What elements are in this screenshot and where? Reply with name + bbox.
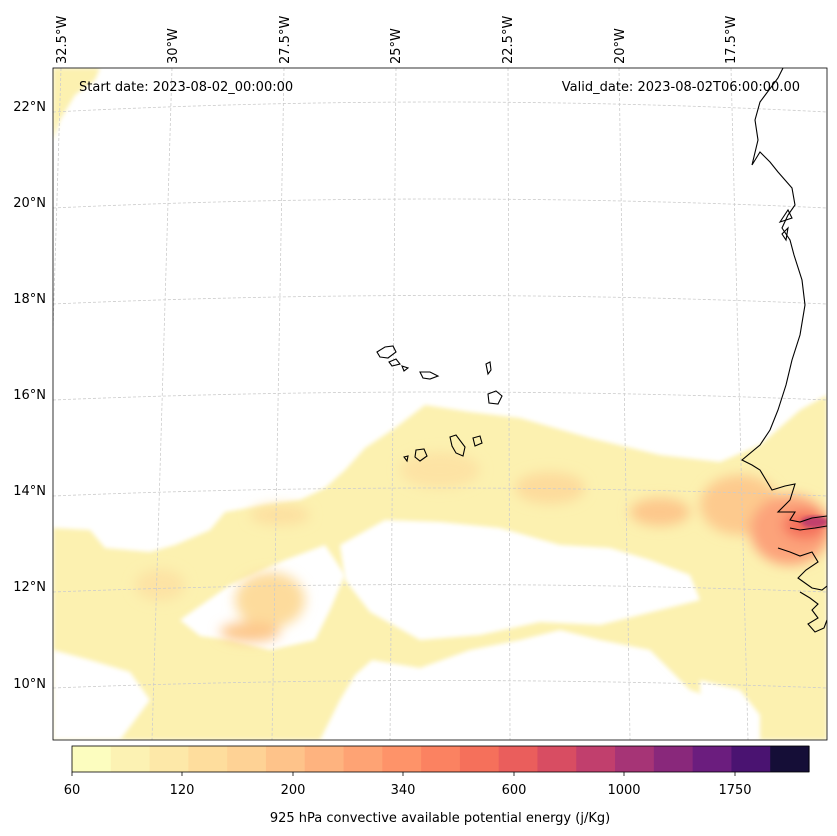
lon-label: 22.5°W — [501, 16, 516, 64]
lon-label: 30°W — [166, 28, 181, 64]
lat-label: 10°N — [13, 677, 46, 692]
valid-date-label: Valid_date: 2023-08-02T06:00:00.00 — [562, 80, 800, 95]
colorbar-label: 925 hPa convective available potential e… — [270, 811, 610, 826]
cape-region-corner — [53, 68, 100, 140]
colorbar-swatch — [227, 746, 267, 772]
bissagos-coast — [799, 591, 827, 633]
lat-labels: 22°N 20°N 18°N 16°N 14°N 12°N 10°N — [13, 100, 46, 692]
gap-southeast — [700, 680, 760, 740]
lat-label: 12°N — [13, 580, 46, 595]
colorbar-tick-label: 600 — [502, 783, 527, 798]
colorbar-tick-label: 340 — [391, 783, 416, 798]
colorbar-swatch — [382, 746, 422, 772]
colorbar-swatch — [110, 746, 151, 772]
colorbar-swatch — [653, 746, 694, 772]
colorbar — [72, 746, 810, 772]
guinea-coast — [777, 547, 827, 591]
gap-southwest — [53, 650, 150, 740]
start-date-label: Start date: 2023-08-02_00:00:00 — [79, 80, 293, 95]
lat-label: 14°N — [13, 484, 46, 499]
colorbar-swatch — [421, 746, 461, 772]
colorbar-swatch — [149, 746, 189, 772]
colorbar-swatch — [537, 746, 577, 772]
colorbar-ticks — [71, 772, 736, 776]
lat-label: 22°N — [13, 100, 46, 115]
gambia-coast — [789, 525, 827, 531]
gap-south — [360, 648, 640, 740]
colorbar-swatch — [459, 746, 500, 772]
colorbar-tick-label: 1750 — [718, 783, 751, 798]
colorbar-swatch — [770, 746, 810, 772]
lat-label: 20°N — [13, 196, 46, 211]
colorbar-swatch — [731, 746, 771, 772]
lon-label: 20°W — [613, 28, 628, 64]
colorbar-swatch — [304, 746, 345, 772]
lon-label: 32.5°W — [55, 16, 70, 64]
map-border — [52, 67, 828, 741]
gap-central — [340, 520, 700, 640]
gridlines — [52, 67, 828, 741]
colorbar-swatch — [576, 746, 616, 772]
lat-label: 16°N — [13, 388, 46, 403]
lon-label: 27.5°W — [278, 16, 293, 64]
africa-coast — [741, 68, 827, 523]
cape-verde-islands — [376, 345, 503, 463]
colorbar-tick-label: 120 — [170, 783, 195, 798]
colorbar-swatch — [615, 746, 655, 772]
colorbar-swatch — [343, 746, 383, 772]
cape-moderate — [135, 452, 827, 642]
cape-field — [53, 68, 827, 740]
colorbar-swatch — [72, 746, 112, 772]
colorbar-swatch — [692, 746, 733, 772]
colorbar-border — [71, 745, 810, 773]
colorbar-tick-label: 1000 — [607, 783, 640, 798]
colorbar-swatch — [265, 746, 306, 772]
colorbar-swatch — [188, 746, 228, 772]
colorbar-tick-label: 60 — [64, 783, 81, 798]
colorbar-tick-label: 200 — [281, 783, 306, 798]
lon-label: 25°W — [389, 28, 404, 64]
lat-label: 18°N — [13, 292, 46, 307]
colorbar-swatch — [498, 746, 539, 772]
colorbar-tick-labels: 60 120 200 340 600 1000 1750 — [64, 783, 752, 798]
lon-labels: 32.5°W 30°W 27.5°W 25°W 22.5°W 20°W 17.5… — [55, 16, 739, 64]
lon-label: 17.5°W — [724, 16, 739, 64]
coastlines — [741, 68, 827, 633]
